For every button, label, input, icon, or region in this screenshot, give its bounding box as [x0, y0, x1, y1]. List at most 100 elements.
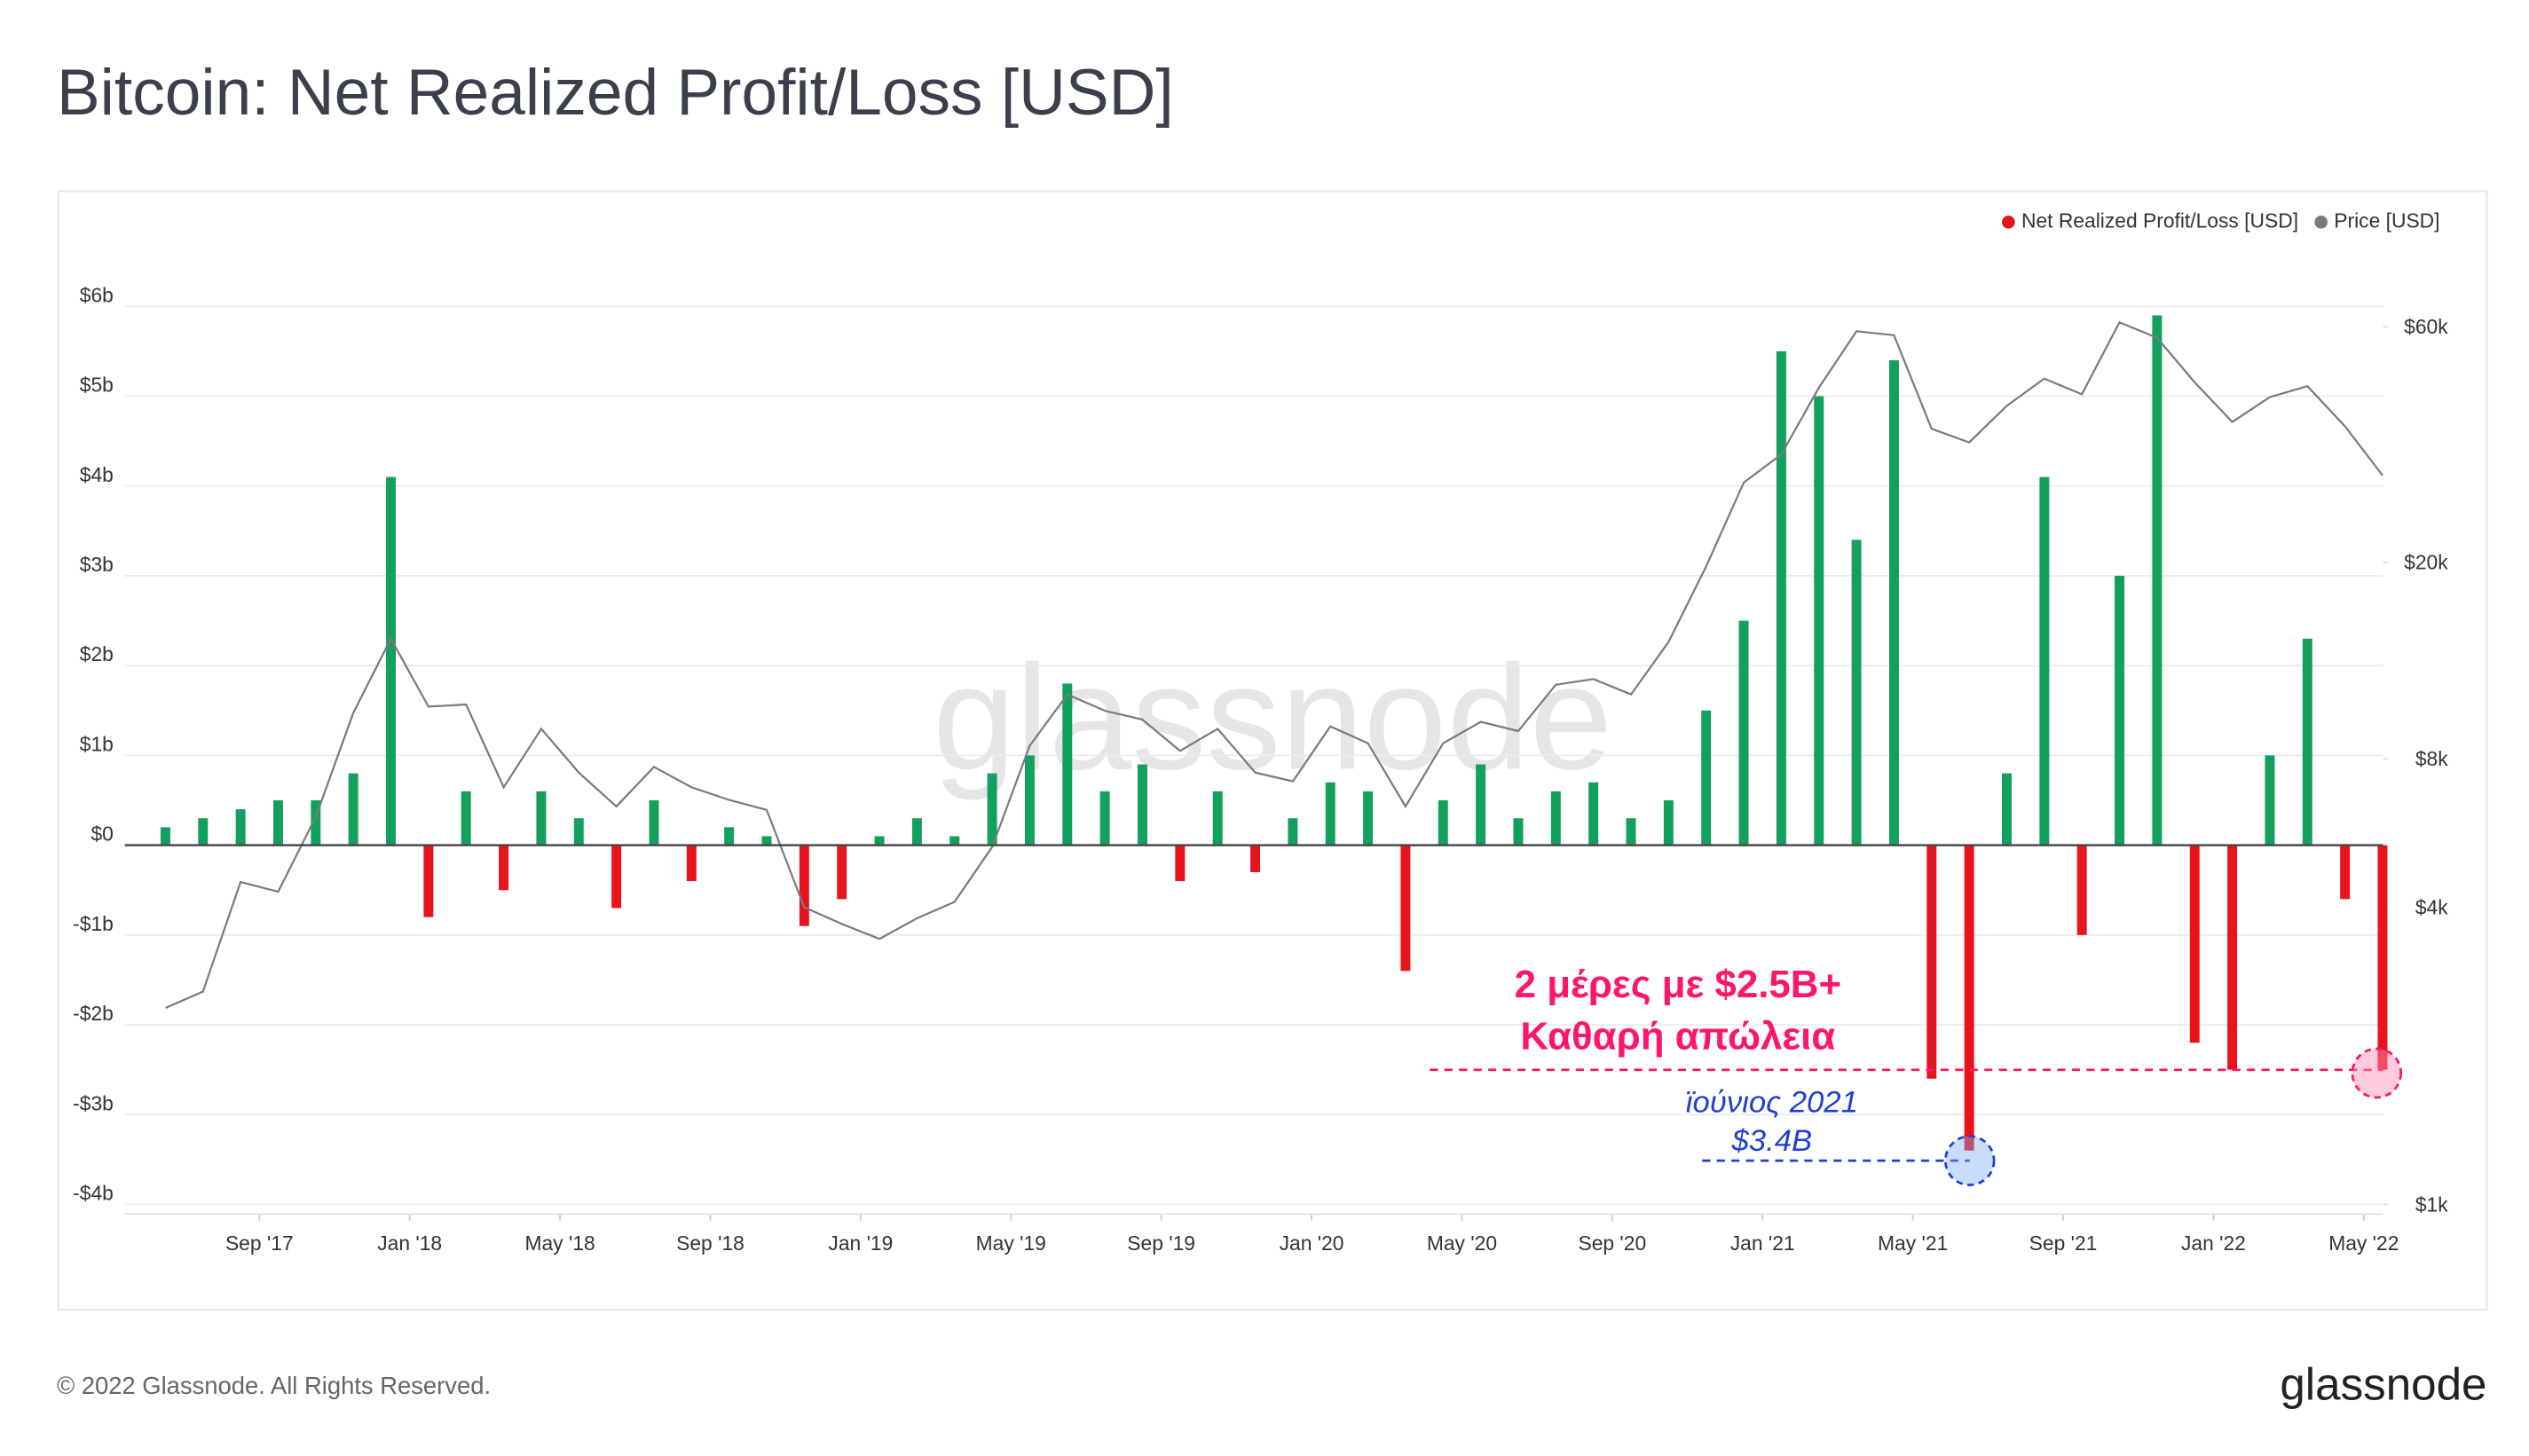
bar [649, 799, 659, 846]
legend-label: Price [USD] [2334, 209, 2439, 232]
logo: glassnode [2280, 1358, 2486, 1409]
bar [1212, 791, 1223, 846]
legend-swatch [2002, 216, 2015, 229]
x-tick-label: Sep '20 [1578, 1232, 1646, 1255]
bar [1400, 845, 1411, 972]
bar [1964, 845, 1974, 1151]
x-tick-label: May '22 [2328, 1232, 2399, 1255]
bar [761, 836, 772, 846]
bar [2002, 773, 2012, 846]
x-tick-label: Jan '20 [1280, 1232, 1344, 1255]
x-tick-label: Jan '22 [2181, 1232, 2246, 1255]
x-tick-label: Sep '17 [225, 1232, 294, 1255]
x-tick-label: Sep '21 [2029, 1232, 2098, 1255]
bar [1663, 799, 1674, 846]
bar [461, 791, 471, 846]
bar [2340, 845, 2351, 900]
bar [949, 836, 960, 846]
y-tick-label: -$4b [73, 1182, 114, 1205]
bar [1024, 755, 1035, 846]
y-tick-label: $4b [80, 463, 114, 486]
bar [1175, 845, 1186, 882]
watermark: glassnode [933, 634, 1612, 801]
bar [1851, 539, 1862, 846]
x-tick-label: Jan '21 [1730, 1232, 1795, 1255]
plot-area: -$4b -$3b -$2b -$1b $0 $1b $2b $3b $4b $5b $6b $1k $… [73, 209, 2448, 1255]
x-tick-label: Jan '19 [828, 1232, 893, 1255]
y2-tick-label: $60k [2404, 315, 2448, 338]
bar [611, 845, 622, 909]
annotation: $3.4B [1730, 1124, 1812, 1158]
x-tick-label: Sep '18 [676, 1232, 745, 1255]
chart-frame [57, 190, 2488, 1311]
bar [874, 836, 885, 846]
legend-label: Net Realized Profit/Loss [USD] [2021, 209, 2298, 232]
bar [1099, 791, 1110, 846]
y2-tick-label: $1k [2415, 1192, 2448, 1216]
bar [2227, 845, 2238, 1070]
x-tick-label: Jan '18 [377, 1232, 442, 1255]
bar [724, 827, 735, 846]
bar [1363, 791, 1374, 846]
bar [1814, 396, 1824, 846]
bar [1476, 764, 1486, 846]
bar [160, 827, 170, 846]
y2-tick-label: $4k [2415, 895, 2448, 918]
x-tick-label: May '18 [524, 1232, 595, 1255]
footer: © 2022 Glassnode. All Rights Reserved. [57, 1372, 491, 1399]
y-tick-label: -$3b [73, 1091, 114, 1114]
x-tick-label: May '20 [1427, 1232, 1497, 1255]
bar [2115, 575, 2125, 846]
bar [1888, 360, 1899, 846]
x-tick-label: May '21 [1878, 1232, 1948, 1255]
bar [198, 818, 209, 846]
y-tick-label: $2b [80, 642, 114, 665]
bar [987, 773, 997, 846]
price-line [165, 320, 2383, 1010]
y-tick-label: $5b [80, 374, 114, 397]
bar [1776, 350, 1786, 846]
x-tick-label: Sep '19 [1127, 1232, 1195, 1255]
bar [2302, 638, 2312, 846]
bar [573, 818, 584, 846]
bar [2152, 315, 2163, 846]
bar [1626, 818, 1636, 846]
bar [386, 476, 397, 846]
legend-swatch [2314, 216, 2328, 229]
annotation: ϊούνιος 2021 [1686, 1085, 1858, 1119]
bar [2377, 845, 2388, 1070]
bar [1250, 845, 1261, 872]
bar [235, 809, 246, 846]
bar [311, 799, 321, 846]
bar [837, 845, 847, 900]
annotation-circle [2351, 1047, 2403, 1099]
bar [348, 773, 358, 846]
bar [2265, 755, 2275, 846]
y-tick-label: -$2b [73, 1002, 114, 1025]
bar [1738, 620, 1749, 846]
bar [1513, 818, 1524, 846]
bar [536, 791, 547, 846]
y2-tick-label: $20k [2404, 551, 2448, 574]
bar [273, 799, 283, 846]
y-tick-label: $6b [80, 283, 114, 306]
bar [1288, 818, 1298, 846]
bar [911, 818, 922, 846]
bar [686, 845, 697, 882]
chart-title: Bitcoin: Net Realized Profit/Loss [USD] [57, 57, 1174, 129]
y-tick-label: $0 [91, 822, 113, 846]
annotation: Καθαρή απώλεια [1520, 1015, 1835, 1059]
annotation: 2 μέρες με $2.5B+ [1515, 963, 1841, 1006]
bar [1325, 782, 1335, 846]
bar [1138, 764, 1147, 846]
bar [423, 845, 434, 917]
bar [2039, 476, 2050, 846]
bar [1926, 845, 1937, 1079]
bar [1588, 782, 1599, 846]
bar [1062, 683, 1073, 846]
y-tick-label: -$1b [73, 912, 114, 935]
bar [2076, 845, 2087, 935]
bar [1438, 799, 1448, 846]
bar [499, 845, 509, 891]
